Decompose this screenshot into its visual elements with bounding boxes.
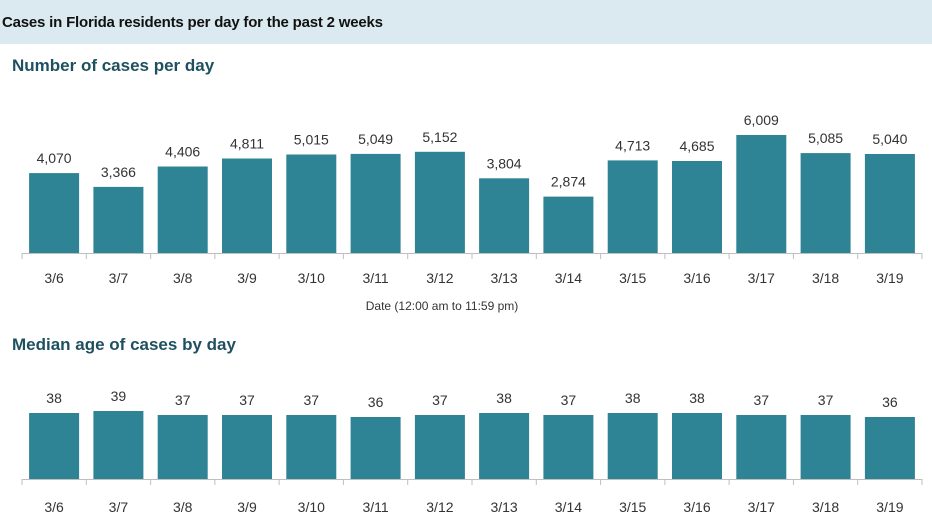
age-value-label: 38 (46, 390, 62, 406)
cases-value-label: 6,009 (744, 112, 779, 128)
age-bar (286, 415, 337, 479)
cases-value-label: 2,874 (551, 174, 586, 190)
cases-bar (29, 173, 80, 253)
cases-bar (736, 135, 787, 253)
age-bar (157, 415, 208, 479)
cases-bar (864, 154, 915, 253)
cases-value-label: 4,070 (37, 150, 72, 166)
age-bar (800, 415, 851, 479)
age-bar (479, 413, 530, 479)
age-value-label: 37 (818, 392, 834, 408)
cases-bar (157, 166, 208, 253)
age-tick-label: 3/11 (362, 499, 388, 515)
age-value-label: 36 (882, 394, 898, 410)
cases-tick-label: 3/6 (44, 270, 64, 286)
age-value-label: 37 (561, 392, 577, 408)
age-bar (93, 411, 144, 479)
cases-tick-label: 3/17 (748, 270, 775, 286)
cases-tick-label: 3/9 (237, 270, 257, 286)
cases-bar (350, 153, 401, 253)
cases-bar (222, 158, 272, 253)
age-value-label: 37 (304, 392, 320, 408)
cases-tick-label: 3/15 (619, 270, 646, 286)
age-tick-label: 3/17 (748, 499, 775, 515)
cases-tick-label: 3/11 (362, 270, 388, 286)
age-bar (414, 415, 465, 479)
cases-value-label: 5,015 (294, 132, 329, 148)
age-bar (543, 415, 594, 479)
age-tick-label: 3/16 (683, 499, 710, 515)
age-tick-label: 3/7 (109, 499, 129, 515)
cases-bar (800, 153, 851, 253)
cases-tick-label: 3/8 (173, 270, 193, 286)
age-tick-label: 3/10 (298, 499, 325, 515)
age-tick-label: 3/18 (812, 499, 839, 515)
age-bar (672, 413, 722, 479)
cases-value-label: 4,713 (615, 137, 650, 153)
cases-bar (672, 161, 722, 253)
cases-bar (93, 186, 144, 253)
cases-bar (286, 154, 337, 253)
age-tick-label: 3/8 (173, 499, 193, 515)
age-value-label: 39 (111, 388, 127, 404)
header-bar: Cases in Florida residents per day for t… (0, 0, 932, 44)
page-title: Cases in Florida residents per day for t… (2, 14, 383, 31)
age-bar (607, 413, 658, 479)
cases-tick-label: 3/13 (490, 270, 517, 286)
cases-x-axis-label: Date (12:00 am to 11:59 pm) (366, 299, 519, 313)
cases-value-label: 4,811 (230, 136, 264, 152)
age-bar (222, 415, 272, 479)
cases-bar (543, 196, 594, 253)
age-bar (29, 413, 80, 479)
cases-value-label: 4,685 (679, 138, 714, 154)
cases-tick-label: 3/19 (876, 270, 903, 286)
cases-tick-label: 3/7 (109, 270, 129, 286)
age-chart-title: Median age of cases by day (12, 335, 236, 354)
age-value-label: 37 (239, 392, 255, 408)
age-tick-label: 3/13 (490, 499, 517, 515)
age-tick-label: 3/14 (555, 499, 582, 515)
age-bar (350, 417, 401, 479)
cases-tick-label: 3/10 (298, 270, 325, 286)
cases-chart-title: Number of cases per day (12, 56, 215, 75)
age-value-label: 37 (175, 392, 191, 408)
age-value-label: 37 (754, 392, 770, 408)
age-tick-label: 3/15 (619, 499, 646, 515)
age-tick-label: 3/9 (237, 499, 257, 515)
cases-tick-label: 3/16 (683, 270, 710, 286)
cases-tick-label: 3/12 (426, 270, 453, 286)
age-tick-label: 3/6 (44, 499, 64, 515)
cases-tick-label: 3/14 (555, 270, 582, 286)
cases-bar (607, 160, 658, 253)
cases-value-label: 5,049 (358, 131, 393, 147)
age-value-label: 37 (432, 392, 448, 408)
cases-bar (479, 178, 530, 253)
age-value-label: 36 (368, 394, 384, 410)
age-bar (736, 415, 787, 479)
cases-value-label: 5,152 (422, 129, 457, 145)
age-value-label: 38 (689, 390, 705, 406)
age-value-label: 38 (496, 390, 512, 406)
cases-tick-label: 3/18 (812, 270, 839, 286)
age-bar (864, 417, 915, 479)
age-tick-label: 3/12 (426, 499, 453, 515)
cases-value-label: 3,366 (101, 164, 136, 180)
cases-value-label: 4,406 (165, 144, 200, 160)
cases-value-label: 5,085 (808, 130, 843, 146)
cases-bar (414, 151, 465, 253)
cases-value-label: 3,804 (487, 155, 522, 171)
age-tick-label: 3/19 (876, 499, 903, 515)
cases-value-label: 5,040 (872, 131, 907, 147)
age-value-label: 38 (625, 390, 641, 406)
